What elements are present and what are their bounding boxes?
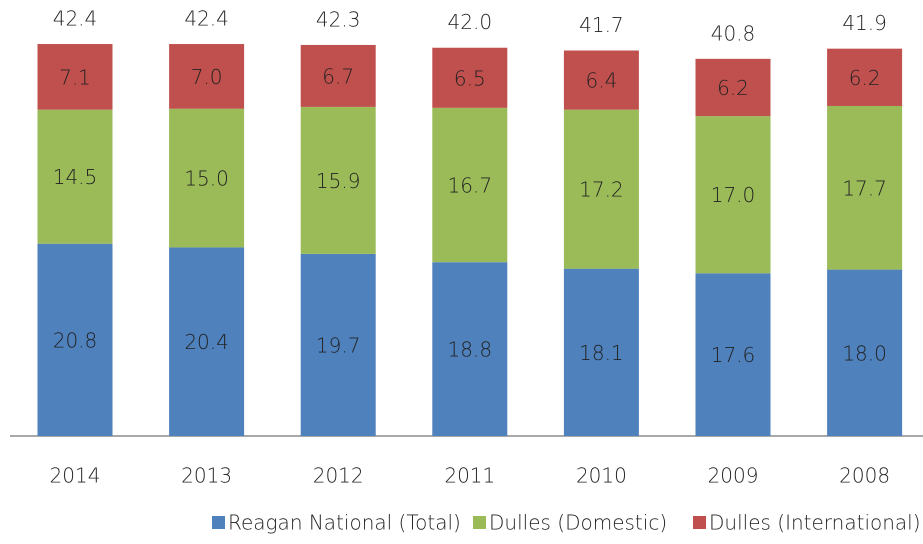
value-label: 18.0 <box>842 341 887 365</box>
total-label: 42.0 <box>448 10 493 34</box>
bar-segment <box>827 269 903 436</box>
legend-swatch <box>693 516 706 529</box>
value-label: 20.8 <box>53 328 98 352</box>
bar-segment <box>563 268 639 436</box>
bar-segment <box>695 273 771 436</box>
x-tick-label: 2008 <box>839 464 890 488</box>
bar-segment <box>695 58 771 117</box>
legend-swatch <box>212 516 225 529</box>
bar-segment <box>432 107 508 263</box>
bar-segment <box>563 50 639 110</box>
bar-segment <box>37 44 113 110</box>
total-label: 42.4 <box>53 7 98 31</box>
value-label: 14.5 <box>53 165 98 189</box>
value-label: 6.2 <box>717 76 749 100</box>
bar-segment <box>169 247 245 436</box>
total-label: 42.4 <box>184 7 229 31</box>
bar-segment <box>827 105 903 270</box>
total-label: 41.7 <box>579 13 624 37</box>
value-label: 17.6 <box>711 343 756 367</box>
bar-segment <box>169 108 245 248</box>
bar-segment <box>37 109 113 244</box>
x-tick-label: 2011 <box>444 464 495 488</box>
bar-segment <box>300 44 376 107</box>
bar-segment <box>563 109 639 269</box>
value-label: 18.1 <box>579 341 624 365</box>
total-label: 41.9 <box>842 11 887 35</box>
value-label: 6.2 <box>849 66 881 90</box>
value-label: 6.5 <box>454 66 486 90</box>
x-tick-label: 2010 <box>576 464 627 488</box>
value-label: 15.0 <box>184 167 229 191</box>
x-tick-label: 2009 <box>708 464 759 488</box>
x-tick-label: 2014 <box>50 464 101 488</box>
value-label: 6.4 <box>585 69 617 93</box>
value-label: 19.7 <box>316 333 361 357</box>
value-label: 17.2 <box>579 178 624 202</box>
x-tick-label: 2013 <box>181 464 232 488</box>
legend-label: Dulles (Domestic) <box>489 511 667 535</box>
value-label: 7.1 <box>59 65 91 89</box>
bar-segment <box>432 47 508 108</box>
legend-label: Dulles (International) <box>709 511 921 535</box>
bar-segment <box>169 44 245 109</box>
value-label: 15.9 <box>316 169 361 193</box>
value-label: 20.4 <box>184 330 229 354</box>
value-label: 16.7 <box>448 174 493 198</box>
legend-swatch <box>473 516 486 529</box>
bar-segment <box>695 116 771 274</box>
x-tick-label: 2012 <box>313 464 364 488</box>
bar-segment <box>432 262 508 436</box>
bar-segment <box>300 106 376 254</box>
value-label: 18.8 <box>448 338 493 362</box>
bar-segment <box>827 48 903 106</box>
value-label: 17.7 <box>842 176 887 200</box>
value-label: 6.7 <box>322 64 354 88</box>
total-label: 40.8 <box>711 21 756 45</box>
bar-segment <box>37 243 113 436</box>
total-label: 42.3 <box>316 7 361 31</box>
legend-label: Reagan National (Total) <box>228 511 461 535</box>
value-label: 17.0 <box>711 183 756 207</box>
bar-segment <box>300 253 376 436</box>
value-label: 7.0 <box>191 65 223 89</box>
